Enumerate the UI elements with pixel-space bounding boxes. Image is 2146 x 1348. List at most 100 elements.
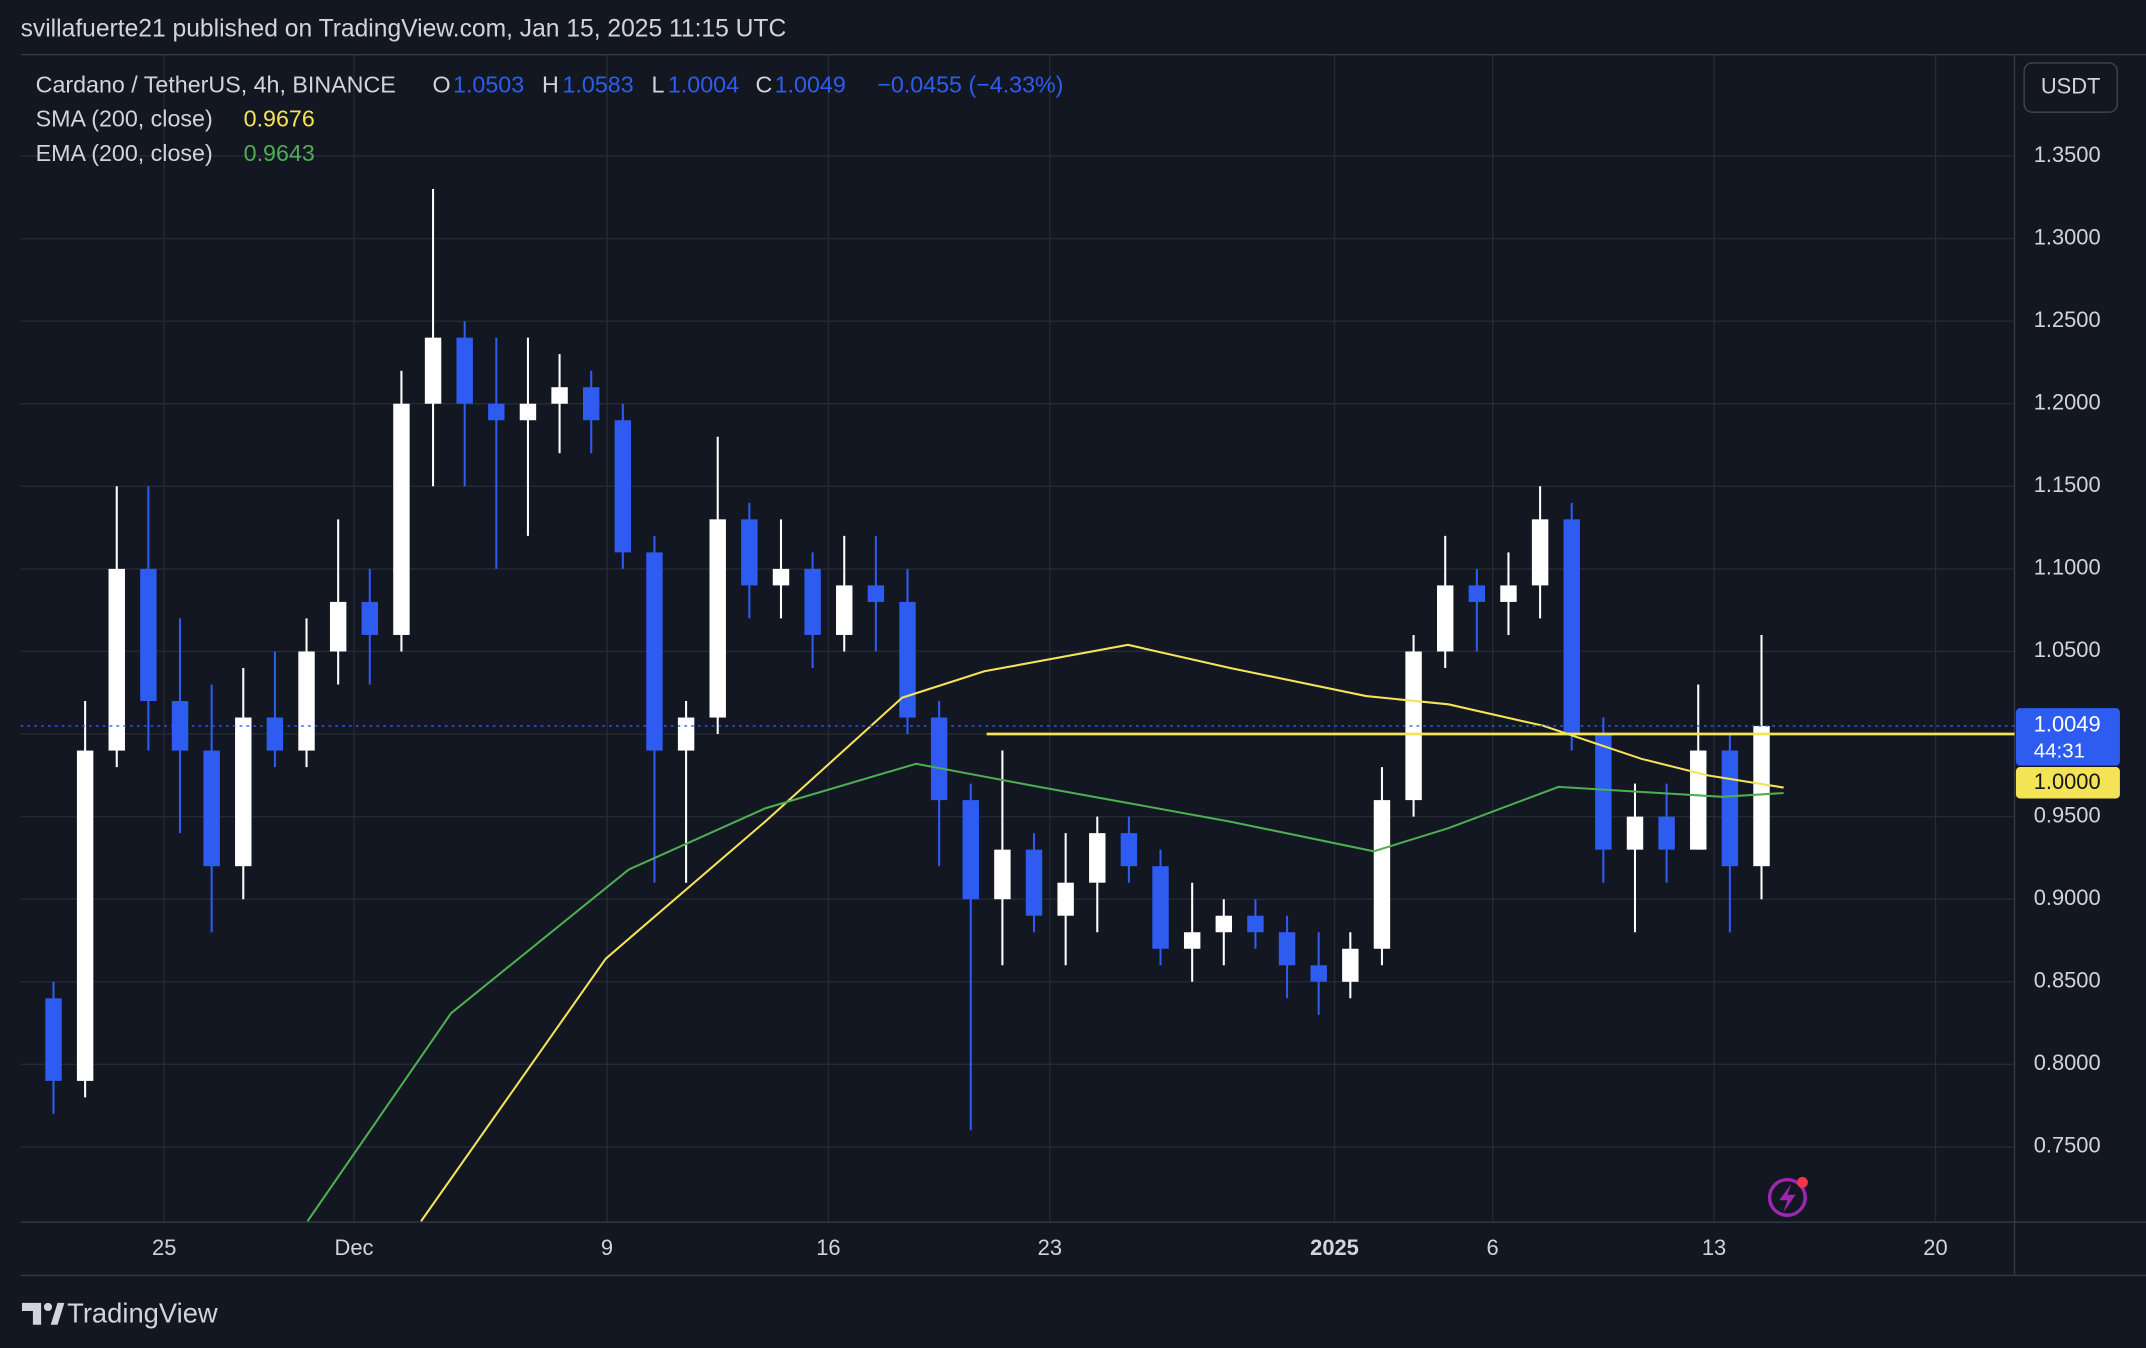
last-price-label: 1.0049 bbox=[2034, 712, 2101, 737]
candle-body bbox=[994, 849, 1011, 900]
y-tick-label: 0.7500 bbox=[2034, 1133, 2101, 1158]
candle-body bbox=[266, 717, 284, 751]
candle-body bbox=[899, 601, 916, 718]
plot bbox=[45, 189, 1770, 1131]
candle-body bbox=[76, 750, 94, 1081]
sma-legend: SMA (200, close) bbox=[36, 106, 213, 132]
candle-body bbox=[203, 750, 220, 867]
candle-body bbox=[393, 403, 410, 635]
candle-body bbox=[836, 585, 853, 635]
ohlc-value: 1.0049 bbox=[775, 71, 846, 97]
ohlc-key: L bbox=[651, 71, 664, 97]
candle-body bbox=[1563, 519, 1580, 735]
grid bbox=[20, 54, 2015, 1223]
candle-body bbox=[1152, 866, 1169, 949]
x-tick-label: 16 bbox=[816, 1235, 840, 1260]
candle-body bbox=[646, 552, 663, 751]
candle-body bbox=[709, 519, 726, 718]
unit-button[interactable] bbox=[2023, 62, 2118, 113]
candle-body bbox=[1595, 734, 1612, 850]
candle-body bbox=[1120, 833, 1138, 867]
candle-body bbox=[235, 717, 252, 867]
candle-body bbox=[1278, 932, 1296, 966]
candle-body bbox=[1468, 585, 1486, 602]
candle-body bbox=[804, 568, 821, 635]
candle-body bbox=[1531, 519, 1549, 586]
y-tick-label: 1.2000 bbox=[2034, 390, 2101, 415]
candle-body bbox=[519, 403, 537, 421]
ohlc-change: −0.0455 (−4.33%) bbox=[877, 71, 1063, 97]
candle-body bbox=[298, 651, 315, 751]
sma-value: 0.9676 bbox=[244, 106, 315, 132]
ohlc-value: 1.0583 bbox=[563, 71, 634, 97]
y-tick-label: 1.1000 bbox=[2034, 555, 2101, 580]
candle-body bbox=[1436, 585, 1454, 652]
candle-body bbox=[45, 998, 62, 1081]
ema-legend: EMA (200, close) bbox=[36, 140, 213, 166]
candle-body bbox=[329, 601, 347, 652]
y-tick-label: 0.8500 bbox=[2034, 968, 2101, 993]
candle-body bbox=[361, 601, 379, 635]
countdown-label: 44:31 bbox=[2034, 739, 2085, 762]
alert-icon[interactable] bbox=[1767, 1176, 1808, 1217]
candle-body bbox=[1658, 816, 1675, 850]
candle-body bbox=[1753, 725, 1770, 867]
y-tick-label: 1.1500 bbox=[2034, 472, 2101, 497]
x-tick-label: 25 bbox=[152, 1235, 176, 1260]
x-tick-label: 2025 bbox=[1310, 1235, 1359, 1260]
candle-body bbox=[551, 387, 568, 404]
x-tick-label: 23 bbox=[1038, 1235, 1062, 1260]
candle-body bbox=[1690, 750, 1707, 850]
candle-body bbox=[741, 519, 758, 586]
ohlc-key: H bbox=[542, 71, 559, 97]
y-tick-label: 1.3000 bbox=[2034, 224, 2101, 249]
unit-label[interactable]: USDT bbox=[2041, 73, 2101, 98]
x-tick-label: 9 bbox=[601, 1235, 613, 1260]
candle-body bbox=[1626, 816, 1644, 850]
ohlc-value: 1.0503 bbox=[453, 71, 524, 97]
indicator-line bbox=[420, 643, 1784, 1222]
candle-body bbox=[1500, 585, 1517, 602]
candle-body bbox=[140, 568, 157, 702]
candle-body bbox=[1057, 882, 1074, 916]
candle-body bbox=[1247, 915, 1264, 933]
candle-body bbox=[108, 568, 125, 751]
y-tick-label: 1.3500 bbox=[2034, 142, 2101, 167]
candle-body bbox=[1025, 849, 1043, 916]
level-tag bbox=[2015, 767, 2120, 799]
last-price-tag bbox=[2015, 708, 2120, 766]
y-tick-label: 0.9000 bbox=[2034, 885, 2101, 910]
candle-body bbox=[1373, 800, 1391, 949]
candle-body bbox=[1405, 651, 1422, 801]
candle-body bbox=[1183, 932, 1201, 949]
brand-logo bbox=[21, 1302, 65, 1325]
candle-body bbox=[867, 585, 885, 602]
candle-body bbox=[677, 717, 695, 751]
candle-body bbox=[1089, 833, 1106, 883]
candle-body bbox=[614, 420, 632, 553]
overlay bbox=[20, 643, 2015, 1222]
candle-body bbox=[488, 403, 505, 421]
candle-body bbox=[1342, 948, 1359, 982]
y-tick-label: 1.2500 bbox=[2034, 307, 2101, 332]
candle-body bbox=[1721, 750, 1739, 867]
symbol-label: Cardano / TetherUS, 4h, BINANCE bbox=[36, 71, 396, 97]
candle-body bbox=[1310, 965, 1327, 982]
candle-body bbox=[582, 387, 600, 421]
candle-body bbox=[1215, 915, 1233, 933]
x-tick-label: 13 bbox=[1702, 1235, 1726, 1260]
candle-body bbox=[962, 800, 979, 900]
level-label: 1.0000 bbox=[2034, 769, 2101, 794]
ohlc-key: C bbox=[756, 71, 773, 97]
candle-body bbox=[772, 568, 790, 586]
ema-value: 0.9643 bbox=[244, 140, 315, 166]
y-tick-label: 0.8000 bbox=[2034, 1050, 2101, 1075]
indicator-line bbox=[306, 762, 1784, 1222]
ohlc-value: 1.0004 bbox=[668, 71, 739, 97]
y-tick-label: 0.9500 bbox=[2034, 802, 2101, 827]
candle-body bbox=[424, 337, 442, 404]
candle-body bbox=[456, 337, 473, 404]
